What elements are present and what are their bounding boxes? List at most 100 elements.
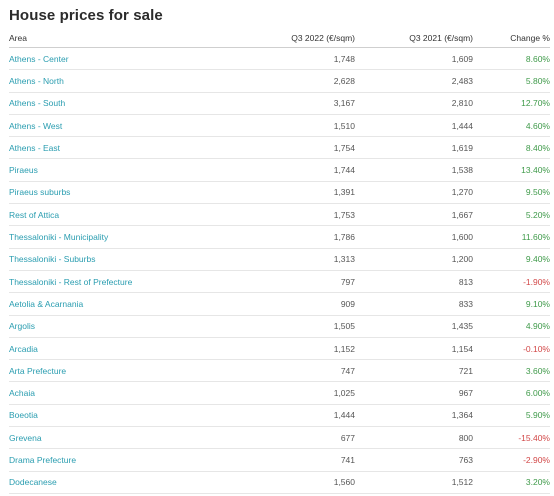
table-row: Rest of Attica 1,753 1,667 5.20% (9, 203, 550, 227)
area-link[interactable]: Piraeus suburbs (9, 181, 219, 205)
area-link[interactable]: Boeotia (9, 404, 219, 428)
area-link[interactable]: Thessaloniki - Rest of Prefecture (9, 270, 219, 294)
table-row: Athens - South 3,167 2,810 12.70% (9, 92, 550, 115)
area-link[interactable]: Arta Prefecture (9, 359, 219, 383)
price-q3-2022-cell: 2,628 (219, 69, 355, 93)
area-link[interactable]: Aetolia & Acarnania (9, 292, 219, 316)
price-q3-2021-cell: 1,364 (355, 404, 473, 428)
table-row: Athens - North 2,628 2,483 5.80% (9, 69, 550, 93)
area-link[interactable]: Grevena (9, 426, 219, 450)
price-q3-2021-cell: 833 (355, 292, 473, 316)
change-cell: -15.40% (473, 426, 550, 450)
change-cell: -2.90% (473, 448, 550, 472)
price-q3-2021-cell: 800 (355, 426, 473, 450)
area-link[interactable]: Athens - North (9, 69, 219, 93)
price-q3-2022-cell: 1,313 (219, 248, 355, 271)
price-q3-2021-cell: 1,435 (355, 315, 473, 338)
price-q3-2022-cell: 1,152 (219, 337, 355, 361)
price-q3-2021-cell: 1,619 (355, 136, 473, 160)
table-row: Argolis 1,505 1,435 4.90% (9, 315, 550, 338)
area-link[interactable]: Thessaloniki - Municipality (9, 225, 219, 249)
price-q3-2021-cell: 1,444 (355, 114, 473, 138)
area-link[interactable]: Athens - East (9, 136, 219, 160)
price-q3-2022-cell: 1,748 (219, 47, 355, 71)
area-link[interactable]: Rest of Attica (9, 203, 219, 227)
area-link[interactable]: Argolis (9, 315, 219, 338)
header-q3-2022[interactable]: Q3 2022 (€/sqm) (219, 29, 355, 48)
header-change[interactable]: Change % (473, 29, 550, 48)
price-q3-2022-cell: 1,391 (219, 181, 355, 205)
change-cell: 11.60% (473, 225, 550, 249)
price-q3-2022-cell: 1,444 (219, 404, 355, 428)
header-q3-2021[interactable]: Q3 2021 (€/sqm) (355, 29, 473, 48)
area-link[interactable]: Dodecanese (9, 471, 219, 494)
table-row: Piraeus suburbs 1,391 1,270 9.50% (9, 181, 550, 205)
table-row: Boeotia 1,444 1,364 5.90% (9, 404, 550, 428)
area-link[interactable]: Drama Prefecture (9, 448, 219, 472)
table-row: Achaia 1,025 967 6.00% (9, 381, 550, 405)
table-row: Arta Prefecture 747 721 3.60% (9, 359, 550, 383)
price-q3-2022-cell: 1,560 (219, 471, 355, 494)
price-q3-2022-cell: 3,167 (219, 92, 355, 115)
price-q3-2022-cell: 1,786 (219, 225, 355, 249)
price-q3-2022-cell: 747 (219, 359, 355, 383)
change-cell: 12.70% (473, 92, 550, 115)
table-row: Dodecanese 1,560 1,512 3.20% (9, 471, 550, 494)
header-area[interactable]: Area (9, 29, 219, 48)
price-q3-2021-cell: 1,600 (355, 225, 473, 249)
price-q3-2022-cell: 741 (219, 448, 355, 472)
table-row: Drama Prefecture 741 763 -2.90% (9, 448, 550, 472)
change-cell: 6.00% (473, 381, 550, 405)
page-title: House prices for sale (9, 7, 163, 24)
price-q3-2022-cell: 797 (219, 270, 355, 294)
price-q3-2022-cell: 1,505 (219, 315, 355, 338)
table-body: Athens - Center 1,748 1,609 8.60% Athens - N… (9, 47, 550, 494)
prices-table: Area Q3 2022 (€/sqm) Q3 2021 (€/sqm) Cha… (9, 29, 550, 494)
area-link[interactable]: Athens - West (9, 114, 219, 138)
table-row: Athens - East 1,754 1,619 8.40% (9, 136, 550, 160)
price-q3-2021-cell: 763 (355, 448, 473, 472)
table-row: Athens - West 1,510 1,444 4.60% (9, 114, 550, 138)
change-cell: 9.10% (473, 292, 550, 316)
area-link[interactable]: Achaia (9, 381, 219, 405)
price-q3-2021-cell: 1,512 (355, 471, 473, 494)
table-header-row: Area Q3 2022 (€/sqm) Q3 2021 (€/sqm) Cha… (9, 29, 550, 48)
table-row: Thessaloniki - Rest of Prefecture 797 813-… (9, 270, 550, 294)
change-cell: -1.90% (473, 270, 550, 294)
change-cell: 3.20% (473, 471, 550, 494)
table-row: Thessaloniki - Municipality 1,786 1,600 11.… (9, 225, 550, 249)
price-q3-2021-cell: 1,667 (355, 203, 473, 227)
table-row: Aetolia & Acarnania 909 833 9.10% (9, 292, 550, 316)
price-q3-2022-cell: 1,025 (219, 381, 355, 405)
area-link[interactable]: Athens - Center (9, 47, 219, 71)
change-cell: 5.20% (473, 203, 550, 227)
area-link[interactable]: Athens - South (9, 92, 219, 115)
table-row: Grevena 677 800 -15.40% (9, 426, 550, 450)
price-q3-2021-cell: 967 (355, 381, 473, 405)
change-cell: 8.40% (473, 136, 550, 160)
price-q3-2022-cell: 1,744 (219, 158, 355, 182)
change-cell: 5.90% (473, 404, 550, 428)
table-row: Athens - Center 1,748 1,609 8.60% (9, 47, 550, 71)
change-cell: 3.60% (473, 359, 550, 383)
change-cell: 4.60% (473, 114, 550, 138)
area-link[interactable]: Piraeus (9, 158, 219, 182)
price-q3-2022-cell: 1,754 (219, 136, 355, 160)
price-q3-2021-cell: 1,538 (355, 158, 473, 182)
change-cell: 5.80% (473, 69, 550, 93)
change-cell: 9.50% (473, 181, 550, 205)
price-q3-2022-cell: 1,753 (219, 203, 355, 227)
price-q3-2022-cell: 1,510 (219, 114, 355, 138)
price-q3-2021-cell: 1,154 (355, 337, 473, 361)
area-link[interactable]: Thessaloniki - Suburbs (9, 248, 219, 271)
table-row: Thessaloniki - Suburbs 1,313 1,200 9.40% (9, 248, 550, 271)
price-q3-2021-cell: 2,483 (355, 69, 473, 93)
change-cell: 9.40% (473, 248, 550, 271)
change-cell: 13.40% (473, 158, 550, 182)
price-q3-2021-cell: 1,270 (355, 181, 473, 205)
price-q3-2022-cell: 677 (219, 426, 355, 450)
price-q3-2022-cell: 909 (219, 292, 355, 316)
change-cell: -0.10% (473, 337, 550, 361)
area-link[interactable]: Arcadia (9, 337, 219, 361)
